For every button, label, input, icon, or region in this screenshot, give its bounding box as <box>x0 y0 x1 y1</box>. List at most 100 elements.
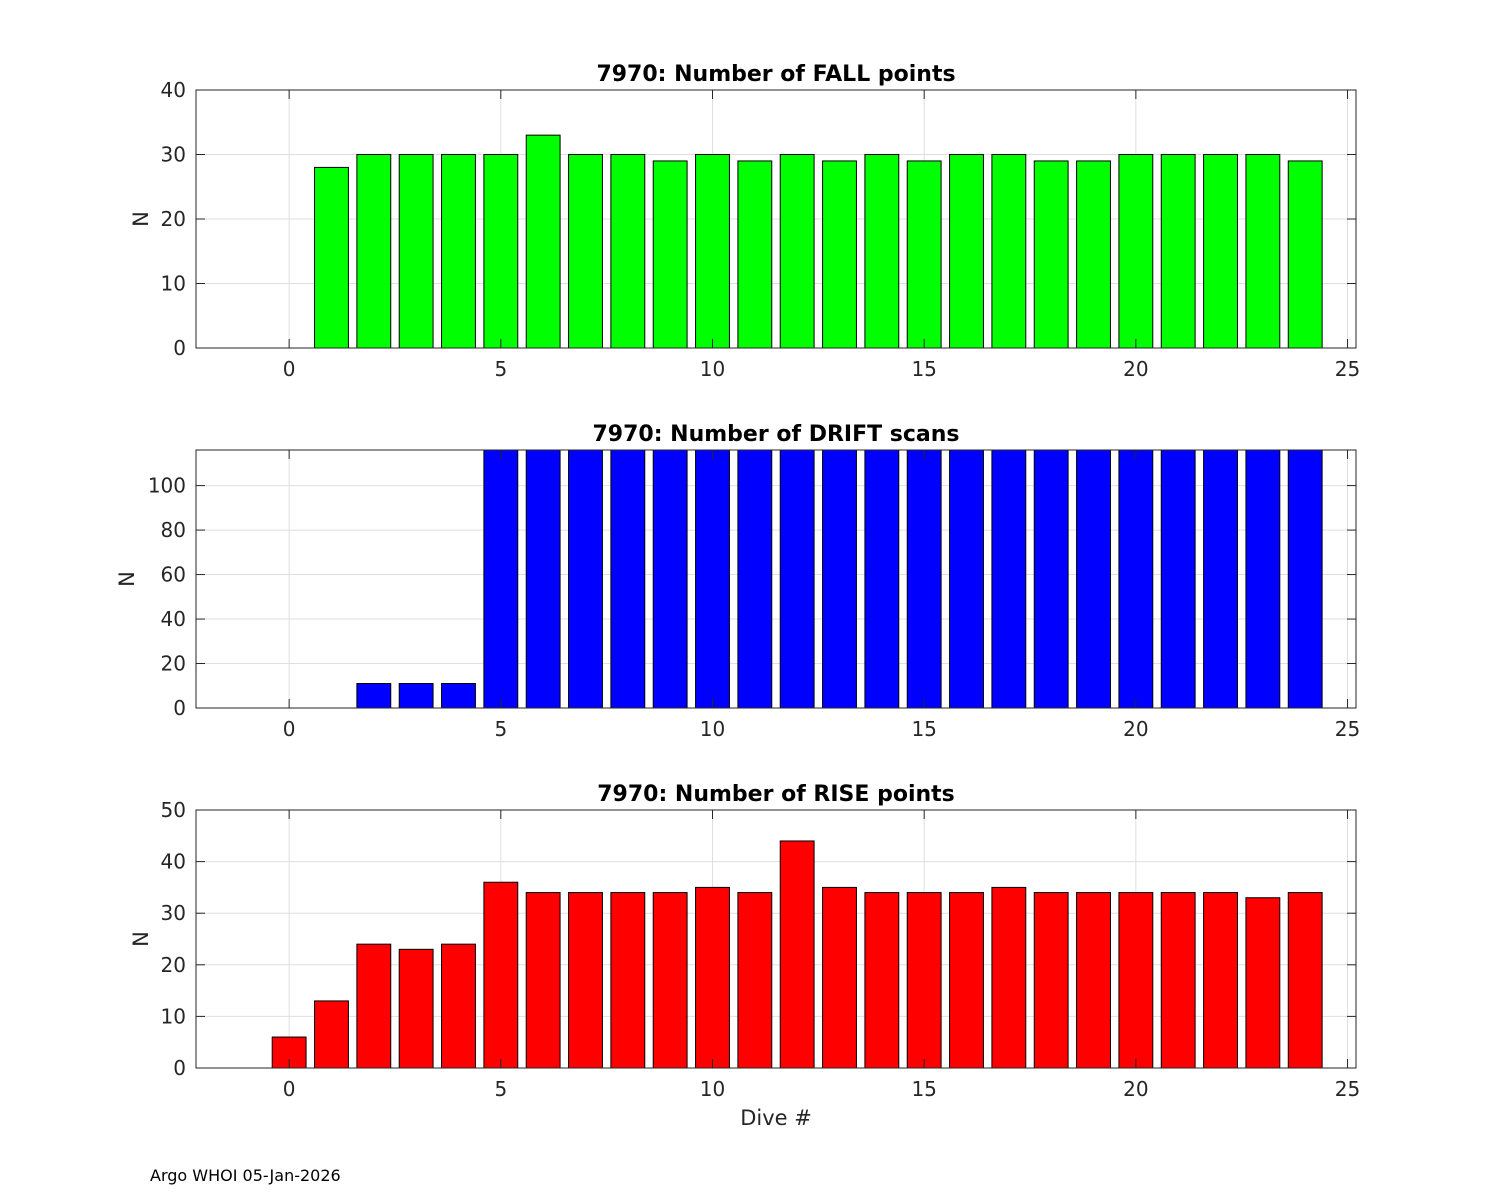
bar-dive-12 <box>779 154 815 348</box>
bar-dive-15 <box>906 892 942 1068</box>
y-tick-label: 20 <box>161 207 186 231</box>
bar-dive-11 <box>737 892 773 1068</box>
bar-dive-5 <box>483 154 519 348</box>
bar-dive-8 <box>610 450 646 708</box>
bar-dive-19 <box>1076 892 1111 1068</box>
bar-dive-21 <box>1160 450 1196 708</box>
y-tick-label: 40 <box>161 850 186 874</box>
bar-dive-2 <box>356 943 392 1068</box>
bar-dive-13 <box>822 886 857 1068</box>
axes-box <box>195 809 1357 1069</box>
x-tick-label: 25 <box>1335 717 1360 741</box>
bar-dive-20 <box>1118 892 1154 1068</box>
bar-dive-3 <box>398 683 434 708</box>
bar-dive-4 <box>441 154 476 348</box>
y-tick-label: 0 <box>173 1056 186 1080</box>
axes-box <box>195 449 1357 709</box>
bar-dive-24 <box>1287 450 1323 708</box>
y-tick-label: 40 <box>161 78 186 102</box>
bar-dive-10 <box>695 450 730 708</box>
x-tick-label: 20 <box>1123 1077 1148 1101</box>
bar-dive-4 <box>441 943 476 1068</box>
bar-dive-10 <box>695 154 730 348</box>
bar-dive-16 <box>949 892 984 1068</box>
y-axis-label: N <box>129 211 153 227</box>
bar-dive-14 <box>864 892 900 1068</box>
bar-dive-17 <box>991 154 1027 348</box>
x-tick-label: 0 <box>283 717 296 741</box>
y-tick-label: 40 <box>161 607 186 631</box>
bar-dive-16 <box>949 154 984 348</box>
bar-dive-5 <box>483 450 519 708</box>
y-tick-label: 10 <box>161 1004 186 1028</box>
y-tick-label: 30 <box>161 143 186 167</box>
y-tick-label: 10 <box>161 272 186 296</box>
chart-title: 7970: Number of RISE points <box>597 782 955 807</box>
bar-dive-22 <box>1203 154 1238 348</box>
bar-dive-3 <box>398 948 434 1068</box>
y-tick-label: 50 <box>161 798 186 822</box>
bar-dive-23 <box>1245 450 1281 708</box>
x-tick-label: 15 <box>911 717 936 741</box>
x-tick-label: 25 <box>1335 1077 1360 1101</box>
x-tick-label: 5 <box>494 717 507 741</box>
bar-dive-1 <box>314 166 349 348</box>
chart-panel-2: 0 5 10 15 20 25 0 20 40 60 80 100 7970: Number of DR… <box>115 422 1360 741</box>
bar-dive-18 <box>1033 450 1069 708</box>
x-tick-label: 20 <box>1123 717 1148 741</box>
bar-dive-19 <box>1076 450 1111 708</box>
bar-dive-20 <box>1118 154 1154 348</box>
bar-dive-6 <box>525 450 561 708</box>
x-tick-label: 20 <box>1123 357 1148 381</box>
bar-dive-2 <box>356 683 392 708</box>
bar-dive-15 <box>906 450 942 708</box>
y-tick-label: 100 <box>148 474 186 498</box>
bar-dive-13 <box>822 450 857 708</box>
bar-dive-11 <box>737 160 773 348</box>
bar-dive-2 <box>356 154 392 348</box>
x-tick-label: 0 <box>283 357 296 381</box>
bar-dive-9 <box>652 892 688 1068</box>
bar-dive-1 <box>314 1000 349 1068</box>
x-tick-label: 25 <box>1335 357 1360 381</box>
x-tick-label: 5 <box>494 357 507 381</box>
footer-credit: Argo WHOI 05-Jan-2026 <box>150 1166 341 1185</box>
x-tick-label: 0 <box>283 1077 296 1101</box>
bar-dive-7 <box>568 892 603 1068</box>
bar-dive-3 <box>398 154 434 348</box>
x-tick-label: 10 <box>700 357 725 381</box>
bar-dive-17 <box>991 886 1027 1068</box>
x-tick-label: 5 <box>494 1077 507 1101</box>
bar-dive-9 <box>652 160 688 348</box>
bar-dive-8 <box>610 892 646 1068</box>
bar-dive-5 <box>483 881 519 1068</box>
bar-dive-6 <box>525 134 561 348</box>
bar-dive-22 <box>1203 450 1238 708</box>
bar-dive-7 <box>568 450 603 708</box>
bar-dive-19 <box>1076 160 1111 348</box>
bar-dive-24 <box>1287 892 1323 1068</box>
bar-dive-13 <box>822 160 857 348</box>
bar-dive-8 <box>610 154 646 348</box>
bar-dive-12 <box>779 840 815 1068</box>
bar-dive-21 <box>1160 154 1196 348</box>
bar-dive-0 <box>271 1036 307 1068</box>
y-tick-label: 60 <box>161 563 186 587</box>
x-axis-label: Dive # <box>740 1106 812 1130</box>
y-tick-label: 30 <box>161 901 186 925</box>
chart-title: 7970: Number of FALL points <box>596 62 955 87</box>
y-tick-label: 0 <box>173 696 186 720</box>
x-tick-label: 15 <box>911 1077 936 1101</box>
y-tick-label: 0 <box>173 336 186 360</box>
chart-title: 7970: Number of DRIFT scans <box>592 422 959 447</box>
y-tick-label: 80 <box>161 518 186 542</box>
chart-panel-1: 0 5 10 15 20 25 0 10 20 30 40 7970: Number of FALL … <box>129 62 1360 381</box>
bar-dive-21 <box>1160 892 1196 1068</box>
bar-dive-20 <box>1118 450 1154 708</box>
bar-dive-17 <box>991 450 1027 708</box>
bar-dive-23 <box>1245 154 1281 348</box>
bar-dive-15 <box>906 160 942 348</box>
bar-dive-4 <box>441 683 476 708</box>
bar-dive-18 <box>1033 160 1069 348</box>
